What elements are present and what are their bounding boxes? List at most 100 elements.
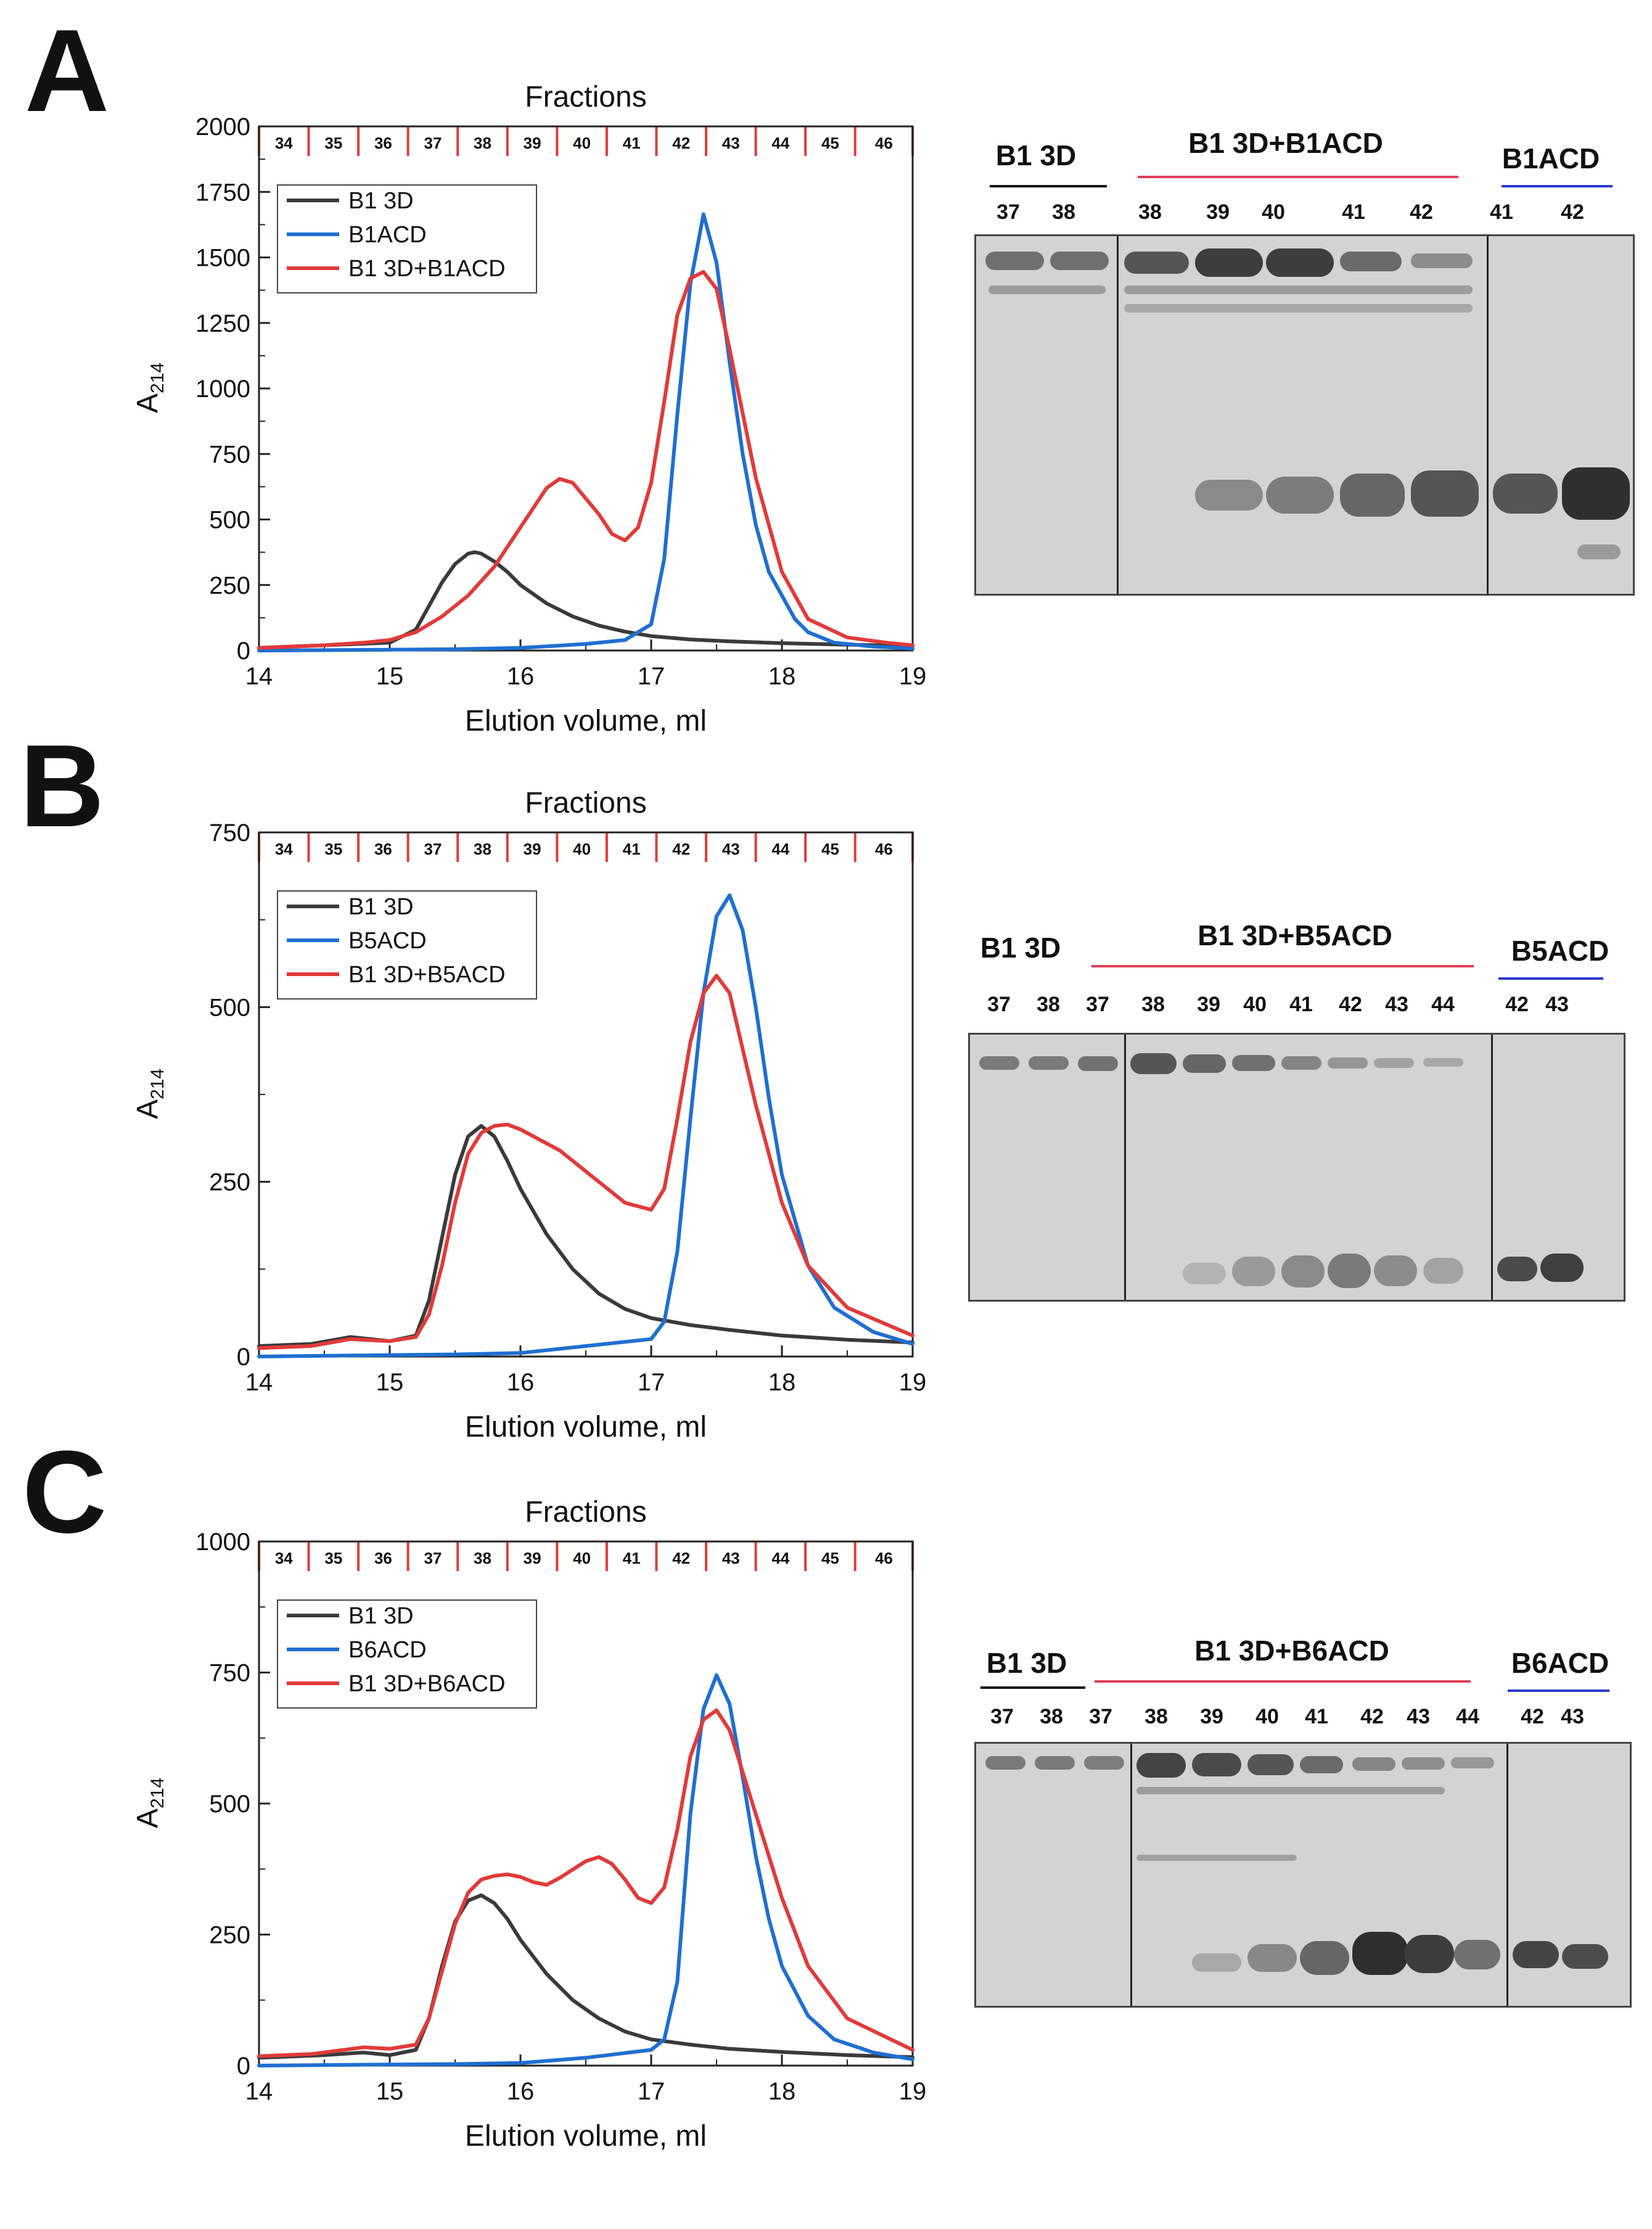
- gel-band: [1451, 1757, 1494, 1768]
- gel-band: [1136, 1787, 1445, 1794]
- gel-band: [1136, 1753, 1186, 1778]
- fraction-label: 37: [424, 134, 442, 152]
- lane-label: 42: [1360, 1705, 1384, 1728]
- fraction-label: 42: [672, 134, 690, 152]
- gel-band: [1130, 1053, 1177, 1074]
- gel-band: [1562, 1944, 1608, 1969]
- lane-divider: [1130, 1744, 1132, 2006]
- gel-image: [974, 1742, 1632, 2008]
- gel-c: B1 3D B1 3D+B6ACD B6ACD 37 38 37 38 39 4…: [968, 1628, 1640, 2010]
- lane-label: 38: [1138, 200, 1162, 224]
- lane-label: 38: [1144, 1705, 1168, 1728]
- legend-label: B1 3D+B6ACD: [348, 1671, 506, 1697]
- x-axis-label: Elution volume, ml: [465, 705, 707, 737]
- y-tick-label: 0: [237, 1344, 250, 1371]
- x-tick-label: 18: [768, 663, 796, 690]
- y-tick-label: 750: [209, 819, 250, 847]
- gel-image: [968, 1033, 1625, 1302]
- y-axis-label: A214: [131, 1778, 168, 1828]
- fraction-label: 43: [722, 134, 740, 152]
- x-tick-label: 14: [245, 663, 273, 690]
- gel-band: [1352, 1757, 1395, 1771]
- chart-b: Fractions 34 35 36 37 38 39 40 41 42 43 44 45 46 0 250 5…: [131, 787, 926, 1443]
- x-tick-label: 17: [638, 1369, 665, 1396]
- lane-label: 38: [1052, 200, 1075, 224]
- gel-band: [985, 1756, 1025, 1770]
- gel-band: [1266, 248, 1334, 277]
- lane-label: 37: [1086, 993, 1109, 1016]
- gel-group-line: [1091, 965, 1474, 967]
- gel-group-title: B1 3D+B5ACD: [1198, 919, 1392, 951]
- legend-label: B6ACD: [348, 1637, 427, 1663]
- lane-label: 40: [1243, 993, 1267, 1016]
- gel-band: [1029, 1056, 1069, 1070]
- gel-band: [985, 252, 1044, 270]
- x-tick-label: 14: [245, 1369, 273, 1396]
- lane-label: 38: [1141, 993, 1165, 1016]
- fraction-label: 41: [623, 840, 641, 858]
- y-tick-label: 250: [209, 1169, 250, 1196]
- y-axis-label: A214: [131, 1069, 168, 1119]
- x-axis-label: Elution volume, ml: [465, 1411, 707, 1443]
- series-line-3: [257, 269, 914, 650]
- legend-label: B1 3D: [348, 894, 414, 920]
- gel-band: [1192, 1953, 1241, 1972]
- lane-label: 38: [1040, 1705, 1063, 1728]
- x-tick-label: 17: [638, 663, 665, 690]
- gel-a: B1 3D B1 3D+B1ACD B1ACD 37 38 38 39 40 4…: [971, 120, 1637, 601]
- y-tick-label: 0: [237, 2053, 250, 2080]
- fraction-label: 37: [424, 1549, 442, 1567]
- fraction-label: 45: [821, 134, 839, 152]
- series-line-1: [257, 1124, 914, 1348]
- gel-group-line: [1508, 1689, 1609, 1692]
- lane-label: 39: [1200, 1705, 1223, 1728]
- gel-band: [1247, 1944, 1297, 1972]
- gel-band: [1084, 1756, 1124, 1770]
- fraction-label: 44: [771, 134, 789, 152]
- gel-band: [1411, 253, 1473, 268]
- gel-band: [1266, 477, 1334, 514]
- gel-group-line: [1502, 185, 1613, 187]
- gel-band: [1493, 474, 1558, 514]
- y-tick-label: 500: [209, 1791, 250, 1818]
- gel-b: B1 3D B1 3D+B5ACD B5ACD 37 38 37 38 39 4…: [962, 913, 1640, 1307]
- gel-band: [1050, 252, 1109, 270]
- lane-divider: [1117, 236, 1119, 594]
- gel-band: [1423, 1058, 1463, 1067]
- gel-group-title: B1 3D: [995, 139, 1077, 171]
- legend-box: [277, 184, 537, 294]
- gel-band: [1136, 1855, 1297, 1861]
- legend-label: B1 3D+B5ACD: [348, 962, 506, 988]
- x-tick-label: 15: [376, 1369, 404, 1396]
- gel-band: [1124, 304, 1473, 313]
- gel-band: [1352, 1932, 1408, 1975]
- lane-divider: [1124, 1035, 1126, 1300]
- series-line-2: [257, 212, 914, 652]
- gel-band: [1035, 1756, 1075, 1770]
- gel-group-title: B1 3D: [986, 1647, 1067, 1679]
- x-tick-label: 19: [899, 663, 927, 690]
- gel-band: [1562, 467, 1630, 520]
- gel-band: [1300, 1941, 1349, 1975]
- fraction-label: 40: [573, 840, 591, 858]
- y-tick-label: 250: [209, 1922, 250, 1949]
- lane-label: 42: [1505, 993, 1529, 1016]
- gel-group-title: B1 3D: [980, 932, 1061, 964]
- lane-label: 37: [1089, 1705, 1112, 1728]
- series-line-3: [257, 974, 914, 1350]
- y-tick-label: 0: [237, 638, 250, 665]
- gel-band: [1374, 1058, 1414, 1068]
- legend-box: [277, 1599, 537, 1709]
- fraction-label: 36: [374, 1549, 392, 1567]
- gel-group-title: B6ACD: [1511, 1647, 1609, 1679]
- fraction-label: 36: [374, 134, 392, 152]
- y-tick-label: 750: [209, 1660, 250, 1687]
- fraction-label: 38: [474, 840, 491, 858]
- fraction-label: 40: [573, 1549, 591, 1567]
- fraction-label: 39: [524, 840, 541, 858]
- fraction-label: 41: [623, 134, 641, 152]
- legend-label: B1 3D: [348, 1603, 414, 1629]
- lane-divider: [1491, 1035, 1493, 1300]
- gel-group-title: B1ACD: [1502, 142, 1600, 174]
- lane-label: 43: [1385, 993, 1408, 1016]
